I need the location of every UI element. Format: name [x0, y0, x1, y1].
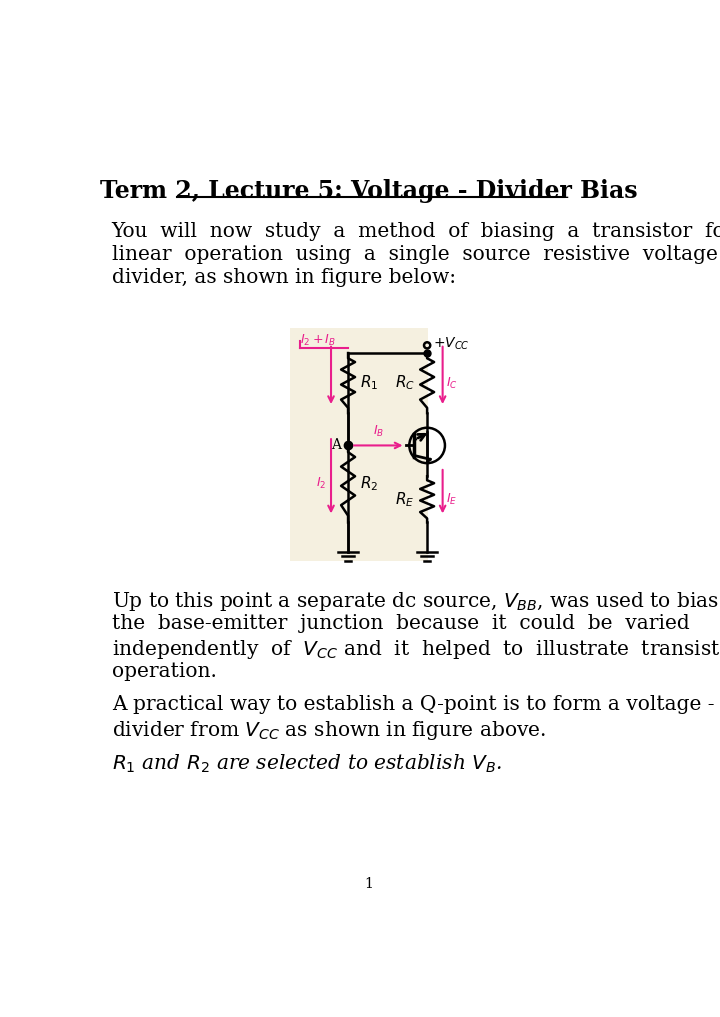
Text: $I_B$: $I_B$ — [373, 424, 384, 439]
Text: Up to this point a separate dc source, $V_{BB}$, was used to bias: Up to this point a separate dc source, $… — [112, 590, 719, 613]
Text: $R_2$: $R_2$ — [360, 475, 378, 493]
Text: You  will  now  study  a  method  of  biasing  a  transistor  for: You will now study a method of biasing a… — [112, 222, 720, 241]
Text: divider, as shown in figure below:: divider, as shown in figure below: — [112, 268, 456, 288]
Text: $I_2 + I_B$: $I_2 + I_B$ — [300, 334, 336, 348]
Text: $R_E$: $R_E$ — [395, 490, 415, 508]
Text: independently  of  $V_{CC}$ and  it  helped  to  illustrate  transistor: independently of $V_{CC}$ and it helped … — [112, 638, 720, 661]
Text: $R_C$: $R_C$ — [395, 373, 415, 393]
Text: $+V_{CC}$: $+V_{CC}$ — [433, 336, 469, 352]
Text: $I_2$: $I_2$ — [316, 476, 326, 491]
Text: A: A — [330, 437, 341, 452]
Text: A practical way to establish a Q-point is to form a voltage -: A practical way to establish a Q-point i… — [112, 696, 714, 714]
Text: the  base-emitter  junction  because  it  could  be  varied: the base-emitter junction because it cou… — [112, 614, 690, 633]
Text: $R_1$: $R_1$ — [360, 373, 378, 393]
Text: linear  operation  using  a  single  source  resistive  voltage: linear operation using a single source r… — [112, 245, 718, 264]
Text: 1: 1 — [364, 878, 374, 891]
Text: $I_E$: $I_E$ — [446, 492, 457, 506]
Text: $I_C$: $I_C$ — [446, 375, 457, 391]
Text: Term 2, Lecture 5: Voltage - Divider Bias: Term 2, Lecture 5: Voltage - Divider Bia… — [100, 179, 638, 203]
Text: operation.: operation. — [112, 662, 217, 680]
Text: divider from $V_{CC}$ as shown in figure above.: divider from $V_{CC}$ as shown in figure… — [112, 719, 546, 742]
Text: $R_1$ and $R_2$ are selected to establish $V_B$.: $R_1$ and $R_2$ are selected to establis… — [112, 753, 502, 775]
Bar — [290, 328, 428, 561]
